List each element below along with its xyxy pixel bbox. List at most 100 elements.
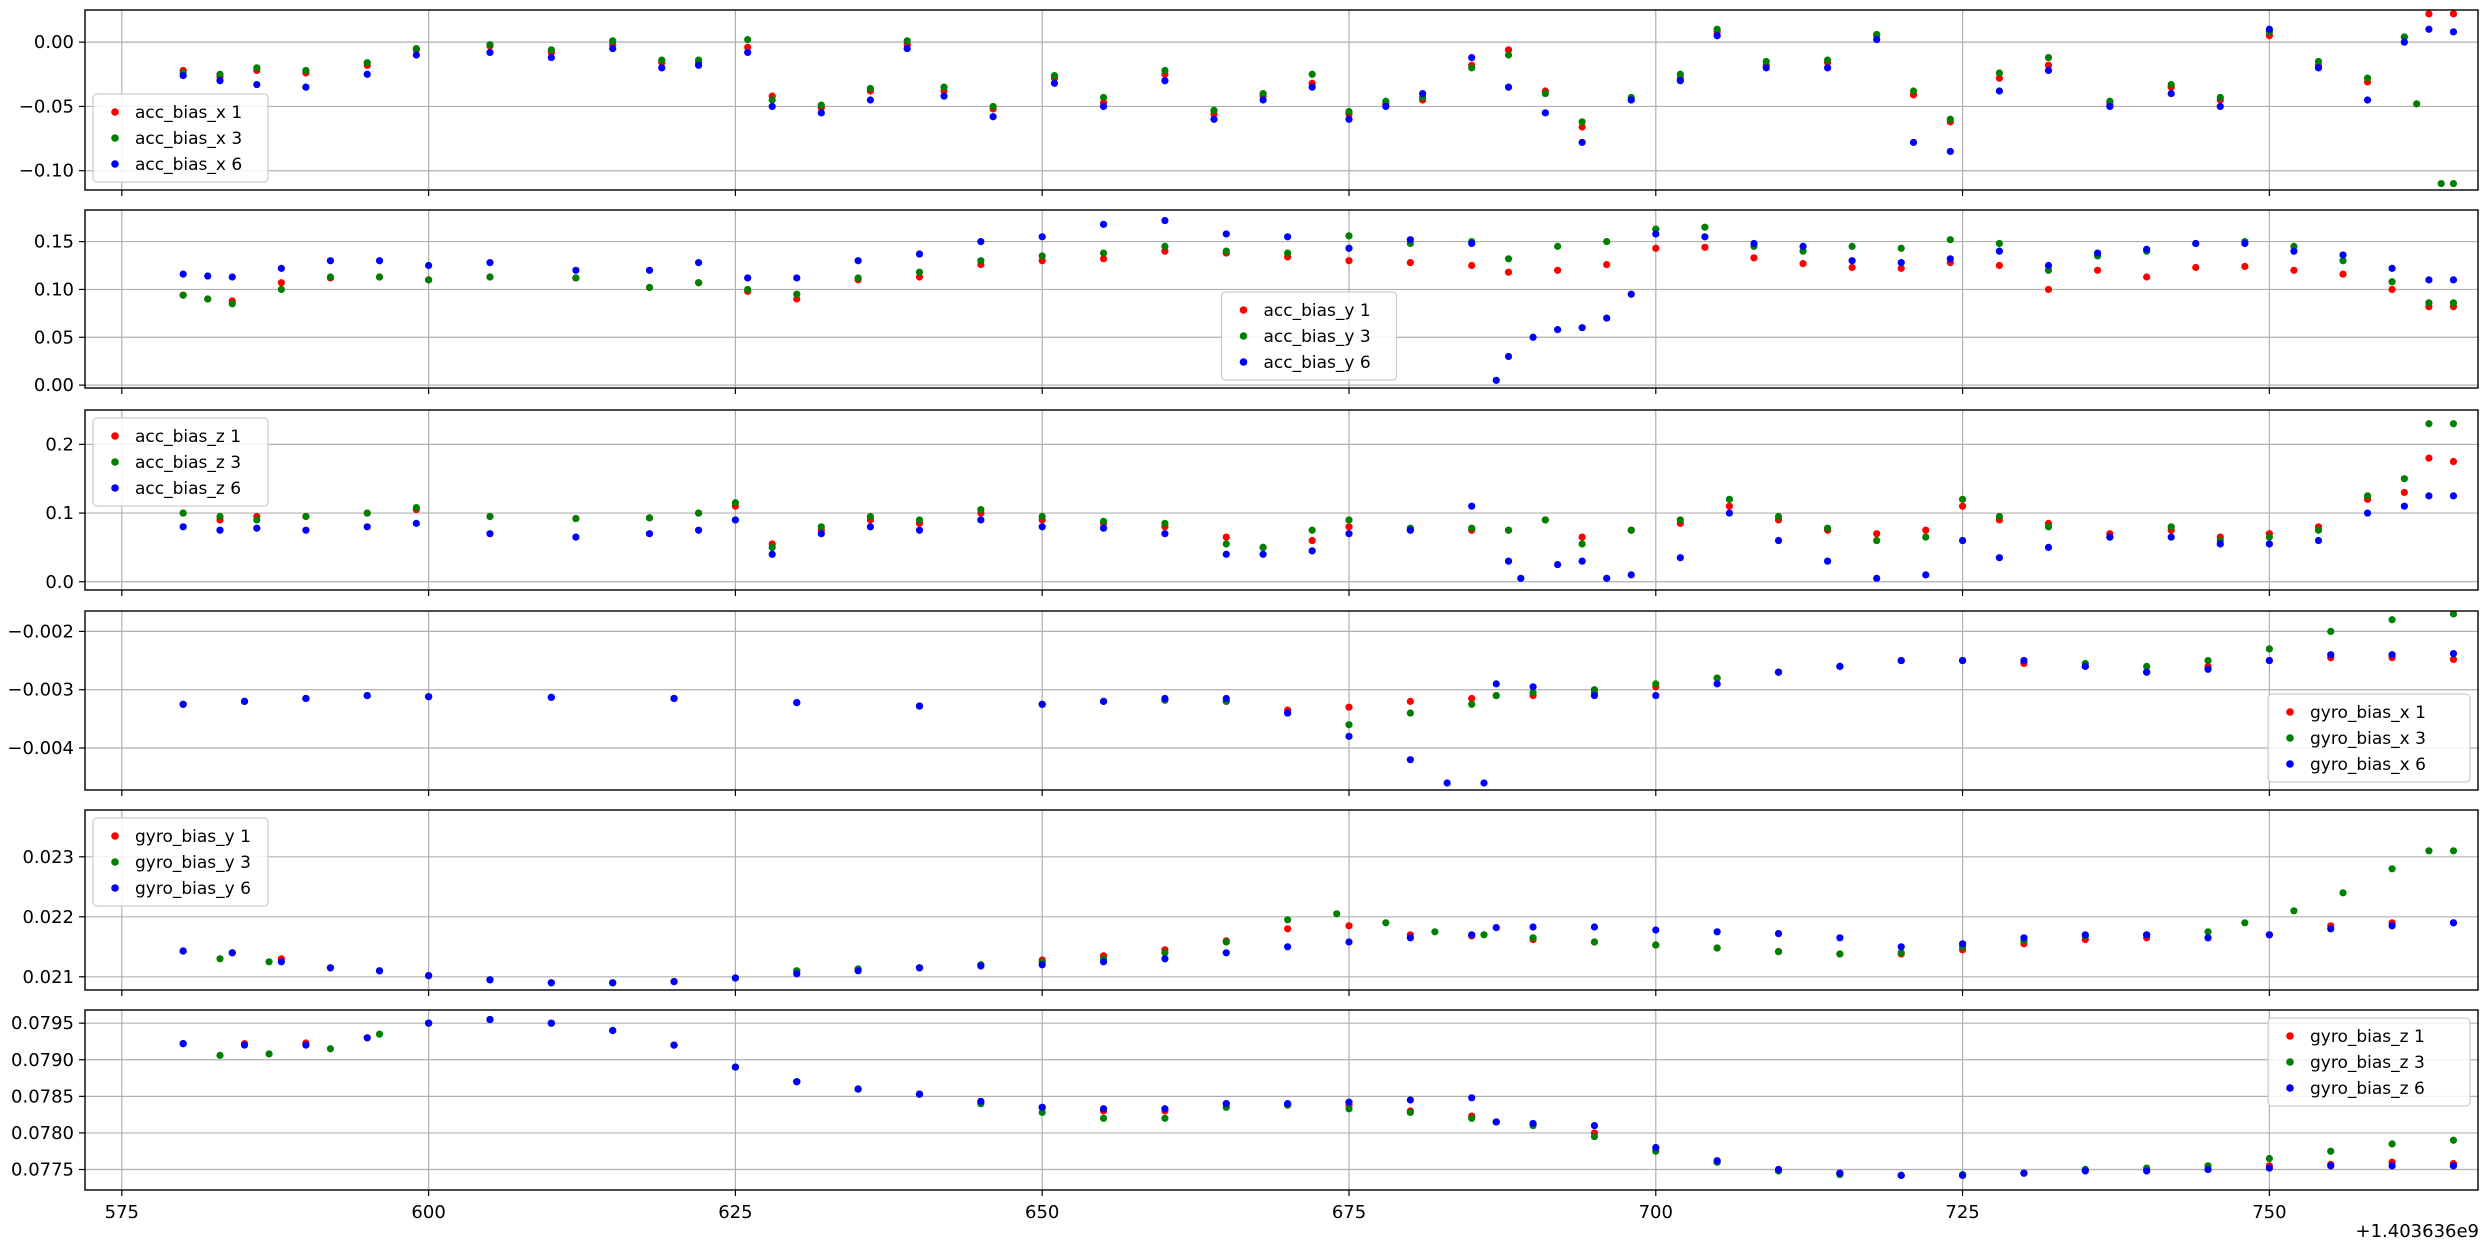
data-point [2265,645,2273,653]
data-point [1222,230,1230,238]
data-point [486,41,494,49]
data-point [2363,96,2372,104]
data-point [1222,694,1230,703]
legend-label: gyro_bias_x 3 [2310,729,2426,749]
series-gyro_bias_y-6 [179,919,2458,987]
y-tick-label: 0.10 [34,279,74,300]
data-point [903,44,911,53]
data-point [1603,260,1611,269]
data-point [1652,941,1660,949]
data-point [1468,1094,1476,1102]
legend-marker [111,458,119,466]
data-point [2167,533,2175,541]
subplot-6: 575 600 625 650 675 700 725 750 0.0775 0.0780 0.07… [11,1009,2479,1223]
data-point [2314,526,2323,534]
data-point [302,66,310,75]
data-point [1161,694,1169,703]
y-tick-label: 0.2 [45,434,74,455]
x-tick-label: 600 [411,1202,445,1223]
data-point [2449,655,2458,663]
data-point [1909,138,1918,147]
data-point [2020,1169,2028,1177]
data-point [1468,239,1476,248]
data-point [363,691,371,700]
data-point [1836,1169,1844,1177]
data-point [915,516,924,524]
legend-label: acc_bias_x 3 [135,129,242,149]
data-point [1848,242,1856,250]
data-point [1406,259,1414,267]
y-tick-label: −0.10 [19,161,74,182]
data-point [2339,889,2347,897]
data-point [1529,333,1537,341]
data-point [854,257,862,265]
data-point [1578,557,1586,565]
data-point [2388,616,2396,624]
data-point [1836,934,1844,942]
data-point [2143,668,2151,676]
data-point [1284,943,1292,951]
x-tick-label: 675 [1332,1202,1366,1223]
data-point [977,237,985,246]
data-point [1406,1096,1414,1104]
data-point [1431,928,1439,936]
data-point [1504,268,1513,276]
data-point [2425,299,2433,307]
data-point [1492,680,1500,688]
data-point [977,257,985,265]
data-point [1099,93,1108,102]
legend-label: acc_bias_z 3 [135,453,241,473]
data-point [2388,922,2396,930]
data-point [2290,907,2298,915]
data-point [1161,242,1169,250]
data-point [486,976,494,984]
data-point [425,261,433,270]
data-point [1222,1100,1230,1108]
data-point [363,523,371,531]
data-point [1873,536,1881,545]
legend-marker [2286,1032,2294,1040]
data-point [277,958,285,966]
data-point [1161,949,1169,957]
data-point [1382,919,1390,927]
data-point [1750,254,1758,262]
data-point [645,283,654,292]
data-point [2167,89,2175,98]
axes-frame [84,610,2479,791]
legend-label: gyro_bias_z 3 [2310,1053,2425,1073]
data-point [1603,314,1611,322]
data-point [793,274,801,282]
data-point [1529,683,1537,691]
data-point [1099,1105,1108,1113]
y-tick-label: 0.0790 [11,1050,74,1071]
data-point [2339,257,2347,265]
data-point [1529,1119,1537,1128]
subplot-2: 0.00 0.05 0.10 0.15 acc_bias_y 1 acc_bias_y 3… [34,209,2479,396]
axes-frame [84,1009,2479,1191]
data-point [1603,237,1611,246]
data-point [1504,51,1513,59]
data-point [1406,1108,1414,1117]
data-point [228,949,236,957]
data-point [744,274,752,282]
data-point [1823,557,1832,565]
data-point [1541,516,1549,524]
data-point [2265,656,2273,665]
data-point [326,1045,335,1053]
y-tick-label: −0.004 [7,738,74,759]
data-point [1492,924,1500,932]
data-point [1406,709,1414,717]
axes-frame [84,409,2479,591]
data-point [1099,958,1108,966]
y-tick-label: 0.0780 [11,1123,74,1144]
data-point [253,524,261,532]
data-point [253,80,261,89]
data-point [2327,651,2335,659]
data-point [216,955,224,963]
data-point [2106,102,2114,111]
data-point [2449,1136,2458,1144]
data-point [1627,290,1635,298]
data-point [731,1063,740,1071]
data-point [2081,1167,2089,1175]
data-point [277,285,285,294]
